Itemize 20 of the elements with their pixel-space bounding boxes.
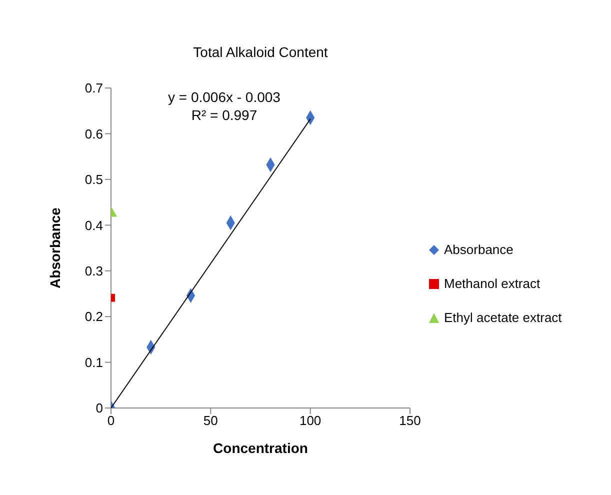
y-tick-label: 0.1 xyxy=(84,354,103,370)
legend-label: Absorbance xyxy=(444,241,514,259)
x-tick-label: 50 xyxy=(203,413,218,428)
legend-label: Ethyl acetate extract xyxy=(444,309,562,327)
annotation: R² = 0.997 xyxy=(190,106,258,124)
y-tick-label: 0.3 xyxy=(84,263,103,278)
x-tick-label: 100 xyxy=(299,413,322,428)
y-tick-label: 0.4 xyxy=(84,218,103,233)
x-axis-title: Concentration xyxy=(213,440,308,456)
x-tick-label: 0 xyxy=(107,413,115,428)
y-axis-title: Absorbance xyxy=(46,207,63,288)
y-tick-label: 0.7 xyxy=(84,80,103,96)
legend-label: Methanol extract xyxy=(444,275,540,293)
chart-title: Total Alkaloid Content xyxy=(192,44,329,60)
x-tick-label: 150 xyxy=(399,413,421,428)
y-tick-label: 0.5 xyxy=(84,172,103,188)
y-tick-label: 0.2 xyxy=(84,309,103,324)
y-tick-label: 0 xyxy=(96,400,103,416)
annotation: y = 0.006x - 0.003 xyxy=(168,88,280,106)
y-tick-label: 0.6 xyxy=(84,126,103,142)
